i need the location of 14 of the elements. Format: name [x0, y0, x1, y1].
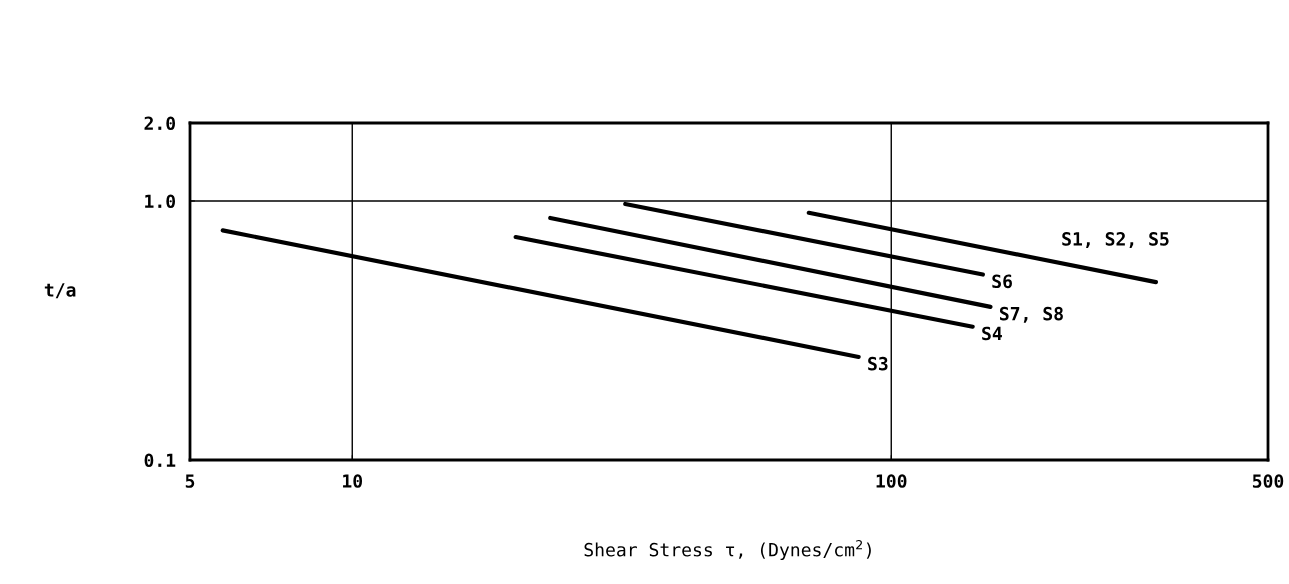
y-tick-label: 1.0 [145, 194, 176, 209]
annotation: S7, S8 [999, 306, 1063, 323]
y-tick-label: 2.0 [144, 116, 176, 131]
annotation: S3 [868, 356, 888, 371]
x-tick-label: 5 [185, 474, 195, 488]
x-tick-label: 10 [343, 474, 363, 488]
y-tick-label: 0.1 [144, 453, 176, 468]
x-axis-title: Shear Stress τ, (Dynes/cm$^{2}$) [584, 539, 871, 561]
x-tick-label: 100 [876, 474, 907, 488]
annotation: S6 [992, 274, 1012, 289]
x-tick-label: 500 [1252, 474, 1284, 488]
annotation: S4 [982, 326, 1002, 341]
y-axis-title: t/a [44, 283, 76, 299]
annotation: S1, S2, S5 [1062, 232, 1169, 248]
